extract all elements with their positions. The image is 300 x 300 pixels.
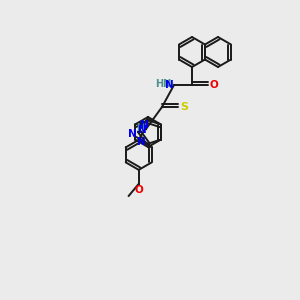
Text: N: N (138, 125, 147, 135)
Text: N: N (137, 137, 146, 147)
Text: N: N (128, 129, 136, 139)
Text: S: S (180, 102, 188, 112)
Text: H: H (136, 123, 144, 133)
Text: N: N (165, 80, 173, 90)
Text: HN: HN (155, 79, 171, 89)
Text: O: O (134, 185, 143, 195)
Text: O: O (210, 80, 219, 90)
Text: N: N (140, 120, 149, 130)
